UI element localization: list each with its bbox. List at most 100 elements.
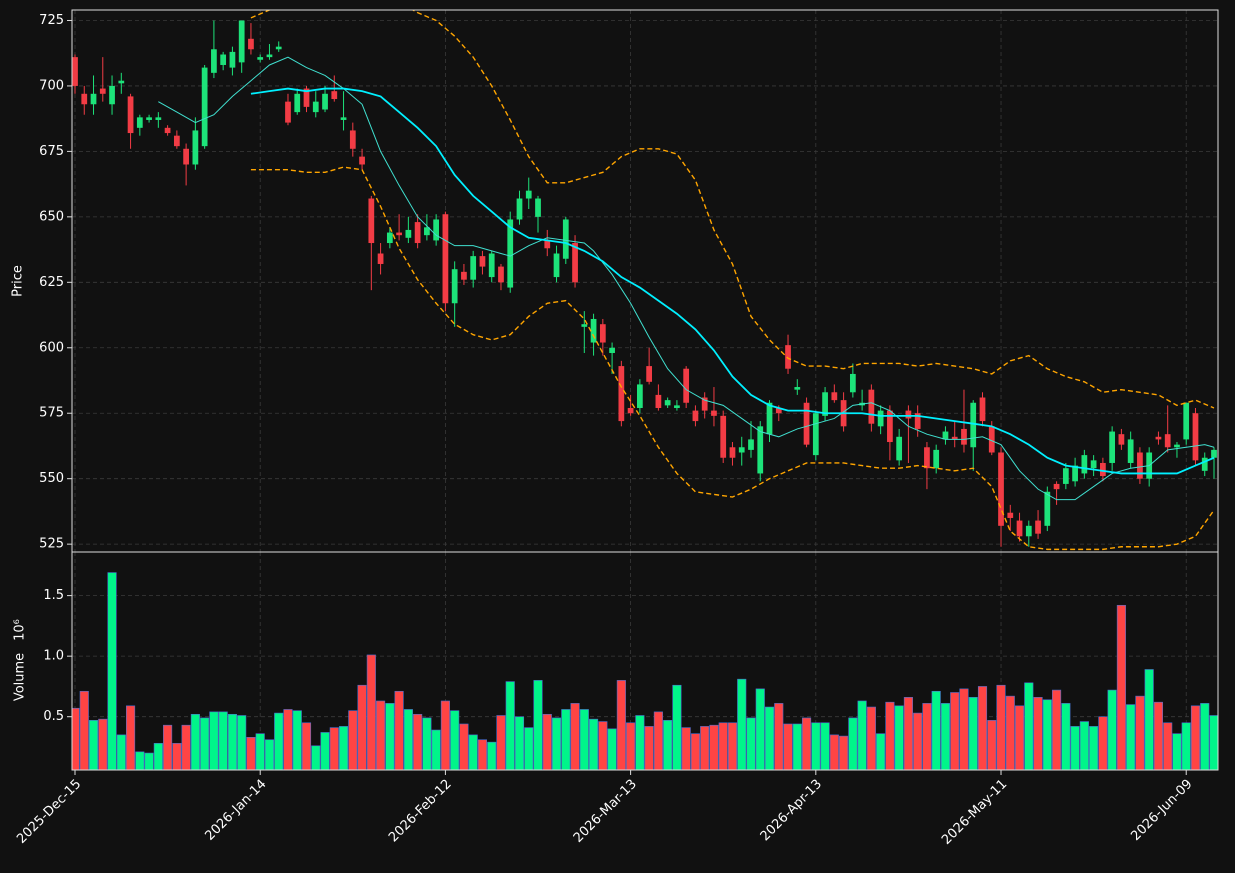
candle-body	[896, 436, 903, 461]
candle-body	[822, 392, 828, 416]
volume-bar	[116, 734, 126, 770]
candle-body	[266, 54, 273, 58]
volume-bar	[1098, 716, 1108, 770]
volume-bar	[190, 713, 200, 770]
volume-bar	[1172, 733, 1182, 770]
volume-bar	[153, 743, 163, 770]
y-tick-label: 675	[39, 144, 64, 159]
moving-average	[250, 87, 1215, 475]
volume-bar	[533, 680, 543, 770]
volume-bar	[163, 724, 173, 770]
candle-body	[294, 93, 301, 113]
candle-body	[562, 219, 569, 259]
volume-bar	[274, 712, 284, 770]
volume-bar	[931, 690, 941, 770]
volume-bar	[663, 720, 673, 770]
candle-body	[183, 148, 189, 165]
volume-bar	[301, 722, 312, 770]
volume-bar	[950, 692, 960, 770]
volume-bar	[959, 688, 969, 770]
volume-bar	[1153, 701, 1163, 770]
volume-bar	[468, 734, 478, 770]
volume-bar	[413, 713, 423, 770]
candle-body	[646, 366, 653, 382]
volume-bar	[996, 684, 1006, 770]
volume-bar	[561, 709, 571, 770]
volume-bar	[514, 716, 525, 770]
volume-bar	[311, 745, 321, 770]
volume-bar	[589, 718, 599, 770]
candle-body	[479, 256, 486, 267]
volume-bar	[903, 697, 913, 770]
volume-bar	[542, 713, 552, 770]
volume-bar	[1005, 695, 1015, 770]
volume-bar	[746, 717, 756, 770]
y-tick-label: 1.5	[43, 588, 64, 603]
volume-bar	[653, 711, 663, 770]
volume-bar	[181, 724, 191, 770]
volume-bar	[801, 717, 812, 770]
candle-body	[803, 402, 810, 445]
candle-body	[887, 410, 893, 443]
volume-bar	[329, 727, 339, 770]
candle-body	[905, 410, 912, 419]
candle-body	[90, 93, 97, 105]
volume-bar	[792, 723, 802, 770]
candle-body	[451, 269, 458, 304]
candle-body	[405, 229, 412, 238]
volume-bar	[1070, 726, 1080, 770]
candle-body	[914, 413, 921, 429]
candle-body	[229, 51, 236, 68]
candle-body	[868, 389, 875, 424]
candle-body	[951, 436, 958, 440]
candle-body	[173, 135, 180, 147]
candle-body	[535, 198, 541, 217]
candle-body	[164, 127, 171, 134]
volume-axis-label: Volume	[13, 653, 28, 701]
volume-bar	[1181, 722, 1191, 770]
volume-bar	[338, 726, 349, 770]
volume-bar	[1061, 703, 1071, 770]
candle-body	[340, 117, 347, 120]
candle-body	[590, 318, 597, 343]
moving-average	[158, 56, 1215, 501]
candle-body	[368, 198, 375, 244]
volume-bar	[718, 722, 728, 770]
y-tick-label: 625	[39, 275, 64, 290]
volume-bar	[1116, 604, 1126, 770]
candle-body	[1007, 512, 1014, 518]
volume-bar	[672, 684, 682, 770]
volume-bar	[894, 705, 904, 770]
candle-body	[248, 38, 254, 50]
candle-body	[1035, 520, 1041, 534]
candle-body	[794, 387, 801, 390]
candle-body	[1174, 444, 1180, 448]
volume-bar	[626, 722, 636, 770]
candle-body	[414, 222, 421, 244]
volume-bar	[764, 706, 775, 770]
candle-body	[488, 253, 495, 278]
candle-body	[1118, 434, 1125, 445]
candle-body	[433, 219, 440, 241]
candle-body	[386, 232, 393, 244]
bollinger-band	[250, 166, 1215, 551]
price-panel	[72, 10, 1217, 551]
candle-body	[1072, 465, 1078, 482]
candle-body	[1137, 452, 1143, 479]
volume-bar	[505, 681, 515, 770]
candle-body	[127, 96, 134, 134]
volume-bar	[774, 703, 784, 770]
volume-offset-label: 10⁶	[13, 619, 28, 641]
candle-body	[785, 345, 791, 369]
candle-body	[544, 240, 551, 249]
candle-body	[1183, 402, 1190, 440]
candle-body	[507, 219, 514, 288]
volume-bar	[135, 751, 145, 770]
candle-body	[1155, 436, 1162, 440]
volume-bar	[570, 703, 580, 770]
volume-bar	[783, 723, 793, 770]
volume-bar	[1089, 726, 1099, 770]
volume-bar	[913, 712, 923, 770]
volume-bar	[598, 721, 608, 770]
volume-bar	[357, 684, 367, 770]
